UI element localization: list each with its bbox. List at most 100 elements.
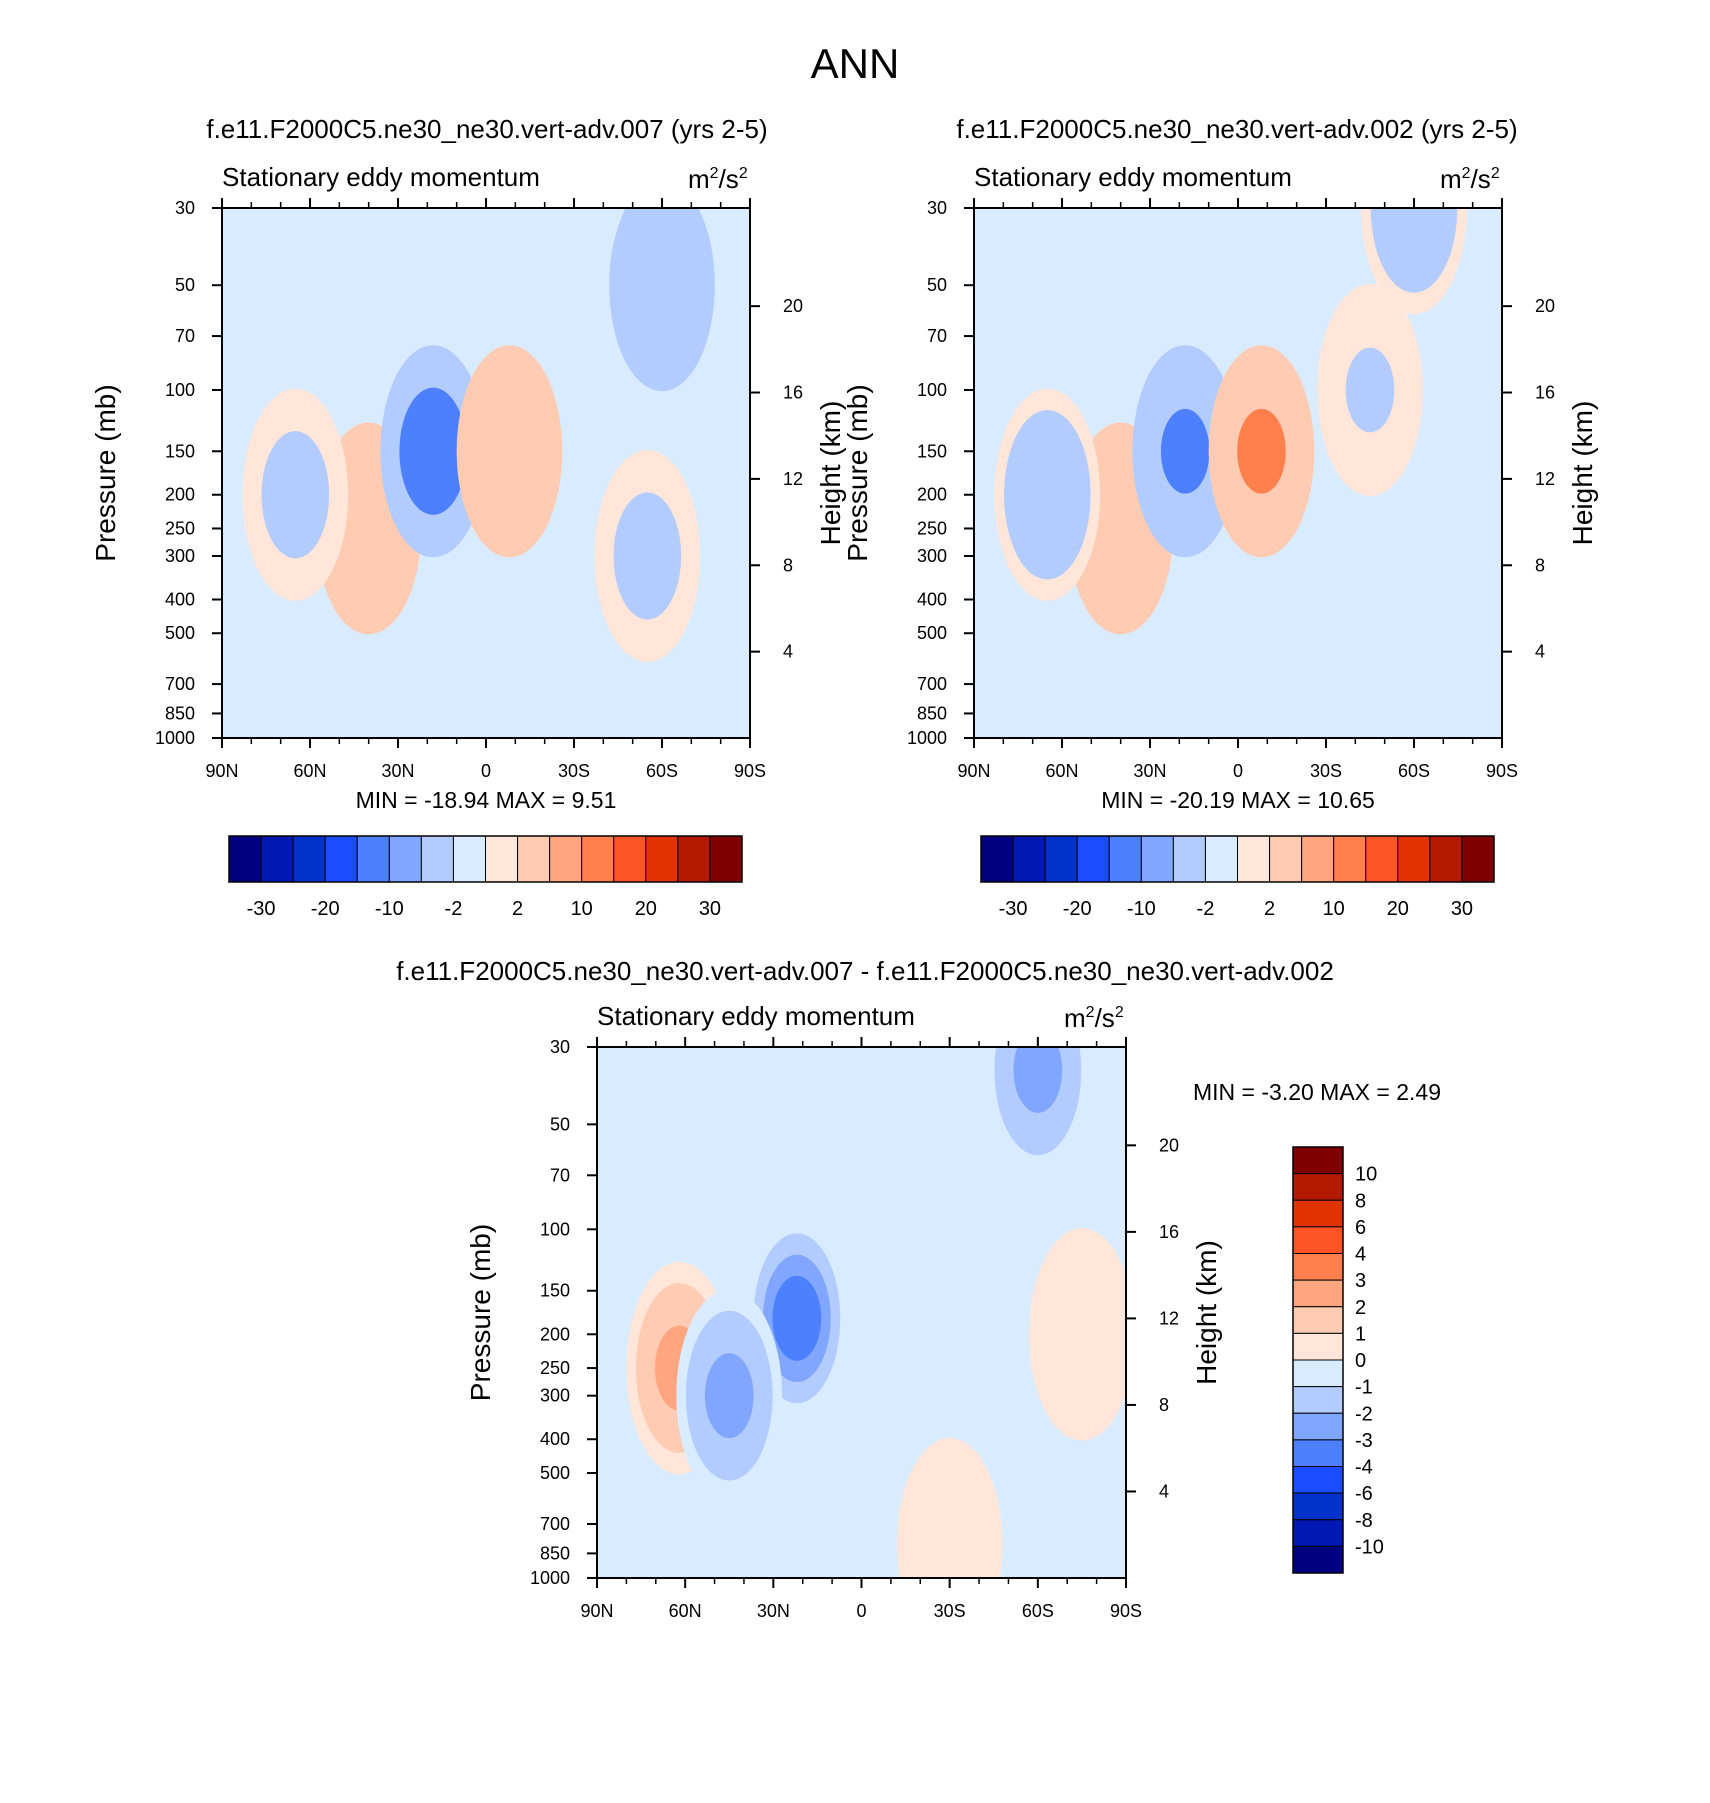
y-tick-label: 150 (165, 441, 195, 461)
x-tick-label: 30S (934, 1601, 966, 1621)
panel-units: m2/s2 (1440, 164, 1500, 194)
x-tick-label: 90S (1486, 761, 1518, 781)
units-sup-1: 2 (1462, 165, 1471, 182)
y-tick-label: 100 (540, 1219, 570, 1239)
y2-tick-label: 8 (783, 555, 793, 575)
colorbar-box (452, 835, 486, 883)
y-tick-label: 50 (175, 275, 195, 295)
y-tick-label: 300 (165, 546, 195, 566)
colorbar-label: -1 (1355, 1377, 1373, 1399)
contour-blob-3-level-4 (704, 1353, 754, 1439)
colorbar-box (709, 835, 743, 883)
units-sup-2: 2 (1115, 1004, 1124, 1021)
colorbar-label: 6 (1355, 1217, 1366, 1239)
colorbar-label: 0 (1355, 1350, 1366, 1372)
colorbar-label: -10 (1127, 898, 1156, 920)
panel-subtitle: Stationary eddy momentum (974, 162, 1292, 192)
colorbar-box (1292, 1386, 1344, 1414)
colorbar-box (292, 835, 326, 883)
colorbar-label: -4 (1355, 1457, 1373, 1479)
y2-tick-label: 16 (783, 383, 803, 403)
field-area (597, 1047, 1126, 1578)
colorbar-label: 2 (1355, 1297, 1366, 1319)
contour-blob-5-level-4 (1389, 208, 1439, 251)
x-tick-label: 30N (1133, 761, 1166, 781)
y-tick-label: 850 (540, 1543, 570, 1563)
contour-blob-6-level-4 (623, 513, 672, 599)
colorbar-box (485, 835, 519, 883)
colorbar-box (388, 835, 422, 883)
colorbar-label: 2 (512, 898, 523, 920)
colorbar-box (1292, 1146, 1344, 1175)
y-tick-label: 400 (917, 590, 947, 610)
contour-blob-6-level-4 (1345, 347, 1395, 433)
colorbar-box (420, 835, 454, 883)
y2-tick-label: 4 (1159, 1481, 1169, 1501)
x-tick-label: 60N (1045, 761, 1078, 781)
min-max-stats: MIN = -18.94 MAX = 9.51 (356, 787, 617, 813)
colorbar-box (356, 835, 390, 883)
y-tick-label: 250 (540, 1358, 570, 1378)
colorbar-box (1365, 835, 1399, 883)
y-tick-label: 70 (550, 1165, 570, 1185)
colorbar-label: 20 (1387, 898, 1409, 920)
units-base: m (688, 164, 710, 194)
y2-tick-label: 20 (1535, 296, 1555, 316)
y2-tick-label: 16 (1535, 383, 1555, 403)
colorbar-box (1292, 1199, 1344, 1228)
colorbar-box (1397, 835, 1431, 883)
y-tick-label: 150 (917, 441, 947, 461)
contour-blob-4-level-4 (1023, 452, 1072, 538)
x-tick-label: 90N (205, 761, 238, 781)
colorbar-box (1292, 1519, 1344, 1547)
colorbar-box (677, 835, 711, 883)
colorbar-label: -20 (311, 898, 340, 920)
colorbar-box (1140, 835, 1174, 883)
colorbar-box (581, 835, 615, 883)
colorbar-box (260, 835, 294, 883)
colorbar-label: -3 (1355, 1430, 1373, 1452)
colorbar-box (228, 835, 262, 883)
x-tick-label: 0 (481, 761, 491, 781)
colorbar-label: 3 (1355, 1270, 1366, 1292)
panel-units: m2/s2 (1064, 1003, 1124, 1033)
x-tick-label: 60S (1398, 761, 1430, 781)
colorbar-box (1292, 1253, 1344, 1281)
colorbar-box (1292, 1226, 1344, 1254)
contour-blob-2-level-4 (1160, 408, 1210, 494)
y2-tick-label: 20 (783, 296, 803, 316)
field-area (974, 208, 1502, 738)
y2-tick-label: 4 (1535, 642, 1545, 662)
units-sup-2: 2 (1491, 165, 1500, 182)
contour-blob-5-level-4 (637, 242, 687, 328)
x-tick-label: 30S (558, 761, 590, 781)
colorbar: -30 -20 -10 -2 2 10 20 30 (228, 835, 743, 920)
panel-2-title: f.e11.F2000C5.ne30_ne30.vert-adv.002 (yr… (956, 114, 1517, 144)
y-tick-label: 500 (917, 623, 947, 643)
colorbar-box (1172, 835, 1206, 883)
colorbar-label: 10 (1323, 898, 1345, 920)
colorbar-box (1076, 835, 1110, 883)
y-tick-label: 300 (540, 1386, 570, 1406)
x-tick-label: 0 (856, 1601, 866, 1621)
y-tick-label: 250 (165, 518, 195, 538)
panel-units: m2/s2 (688, 164, 748, 194)
y2-tick-label: 12 (783, 469, 803, 489)
colorbar-box (1237, 835, 1271, 883)
contour-blob-4-level-4 (271, 452, 320, 538)
colorbar-box (1292, 1466, 1344, 1494)
x-tick-label: 90N (957, 761, 990, 781)
colorbar-box (1292, 1492, 1344, 1521)
y-tick-label: 300 (917, 546, 947, 566)
units-sup-2: 2 (739, 165, 748, 182)
y-tick-label: 70 (175, 326, 195, 346)
y-tick-label: 70 (927, 326, 947, 346)
min-max-stats: MIN = -3.20 MAX = 2.49 (1193, 1079, 1441, 1105)
y-axis-label: Pressure (mb) (465, 1224, 496, 1401)
x-tick-label: 90S (734, 761, 766, 781)
colorbar-label: 10 (1355, 1164, 1377, 1186)
colorbar-label: 8 (1355, 1190, 1366, 1212)
x-tick-label: 90N (580, 1601, 613, 1621)
units-mid: /s (1095, 1003, 1115, 1033)
